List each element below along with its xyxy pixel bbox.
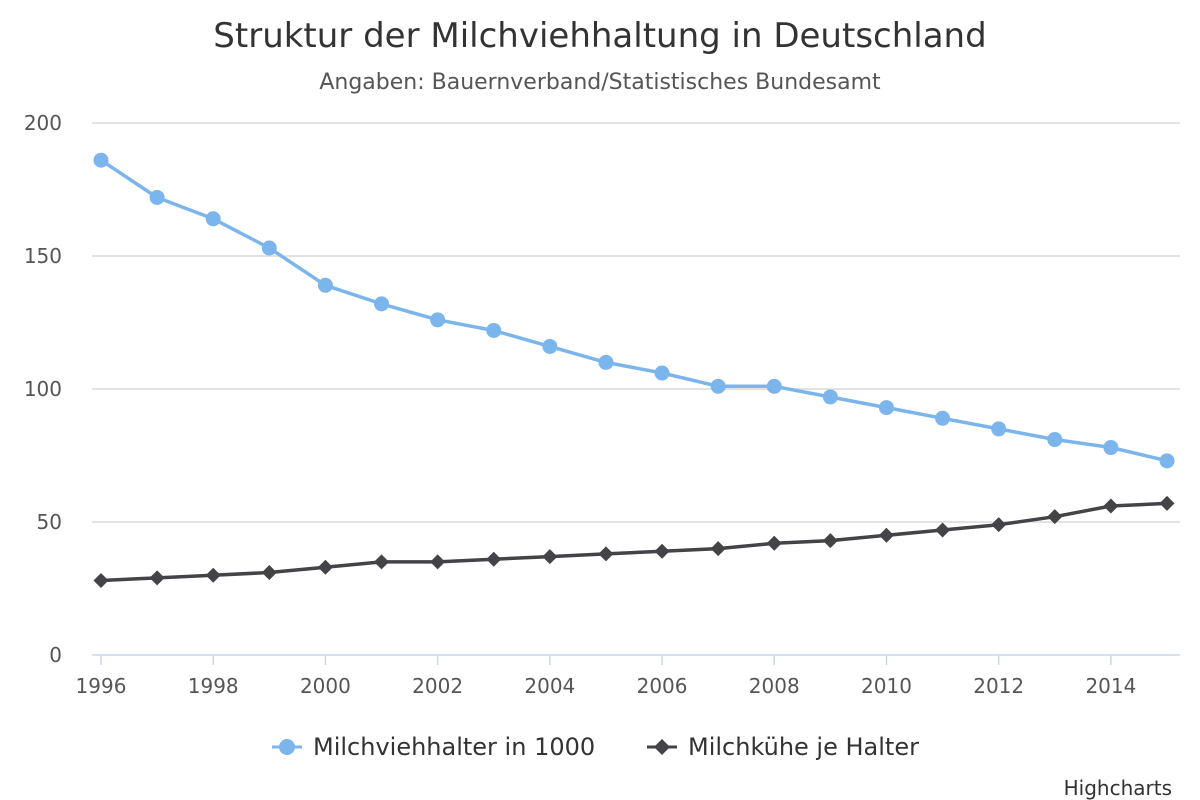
x-tick-label: 2006 bbox=[637, 674, 688, 698]
data-point[interactable] bbox=[93, 152, 109, 168]
legend-label-milchviehhalter: Milchviehhalter in 1000 bbox=[313, 733, 595, 761]
data-point[interactable] bbox=[205, 211, 221, 227]
data-point[interactable] bbox=[935, 410, 951, 426]
credits-link[interactable]: Highcharts bbox=[1064, 776, 1172, 800]
data-point[interactable] bbox=[317, 277, 333, 293]
data-point[interactable] bbox=[1103, 498, 1119, 514]
data-point[interactable] bbox=[261, 565, 277, 581]
data-point[interactable] bbox=[1047, 432, 1063, 448]
y-tick-label: 150 bbox=[24, 244, 62, 268]
data-point[interactable] bbox=[935, 522, 951, 538]
series-line-1 bbox=[99, 501, 1169, 583]
data-point[interactable] bbox=[991, 517, 1007, 533]
data-point[interactable] bbox=[149, 570, 165, 586]
legend-item-milchviehhalter[interactable]: Milchviehhalter in 1000 bbox=[272, 733, 595, 761]
series-line-0 bbox=[99, 158, 1169, 463]
legend-marker-milchkuehe bbox=[654, 739, 670, 755]
data-point[interactable] bbox=[205, 567, 221, 583]
data-point[interactable] bbox=[486, 551, 502, 567]
data-point[interactable] bbox=[430, 312, 446, 328]
data-point[interactable] bbox=[991, 421, 1007, 437]
data-point[interactable] bbox=[822, 533, 838, 549]
legend: Milchviehhalter in 1000 Milchkühe je Hal… bbox=[272, 733, 919, 761]
data-point[interactable] bbox=[710, 378, 726, 394]
data-point[interactable] bbox=[149, 189, 165, 205]
data-point[interactable] bbox=[93, 573, 109, 589]
data-point[interactable] bbox=[1047, 509, 1063, 525]
legend-label-milchkuehe: Milchkühe je Halter bbox=[688, 733, 919, 761]
data-point[interactable] bbox=[878, 527, 894, 543]
x-tick-label: 1998 bbox=[188, 674, 239, 698]
data-point[interactable] bbox=[1159, 495, 1175, 511]
data-point[interactable] bbox=[317, 559, 333, 575]
data-point[interactable] bbox=[766, 535, 782, 551]
data-point[interactable] bbox=[710, 541, 726, 557]
data-point[interactable] bbox=[1103, 440, 1119, 456]
x-tick-label: 2008 bbox=[749, 674, 800, 698]
data-point[interactable] bbox=[542, 549, 558, 565]
legend-item-milchkuehe[interactable]: Milchkühe je Halter bbox=[647, 733, 919, 761]
x-axis: 1996 1998 2000 2002 2004 2006 2008 2010 2012 2014 bbox=[76, 654, 1180, 698]
y-tick-label: 0 bbox=[49, 643, 62, 667]
x-tick-label: 2014 bbox=[1085, 674, 1136, 698]
x-tick-label: 2012 bbox=[973, 674, 1024, 698]
data-point[interactable] bbox=[542, 338, 558, 354]
data-point[interactable] bbox=[878, 400, 894, 416]
chart-title: Struktur der Milchviehhaltung in Deutsch… bbox=[213, 16, 986, 56]
data-point[interactable] bbox=[598, 546, 614, 562]
data-point[interactable] bbox=[822, 389, 838, 405]
data-point[interactable] bbox=[654, 365, 670, 381]
data-point[interactable] bbox=[598, 354, 614, 370]
data-point[interactable] bbox=[1159, 453, 1175, 469]
data-point[interactable] bbox=[430, 554, 446, 570]
y-tick-label: 100 bbox=[24, 377, 62, 401]
legend-marker-milchviehhalter bbox=[279, 739, 295, 755]
data-point[interactable] bbox=[261, 240, 277, 256]
x-tick-label: 2004 bbox=[524, 674, 575, 698]
plot-area bbox=[93, 152, 1175, 589]
grid: 0 50 100 150 200 bbox=[24, 111, 1180, 667]
y-tick-label: 200 bbox=[24, 111, 62, 135]
data-point[interactable] bbox=[374, 296, 390, 312]
x-tick-label: 1996 bbox=[76, 674, 127, 698]
x-tick-label: 2000 bbox=[300, 674, 351, 698]
data-point[interactable] bbox=[486, 322, 502, 338]
y-tick-label: 50 bbox=[37, 510, 62, 534]
data-point[interactable] bbox=[766, 378, 782, 394]
data-point[interactable] bbox=[374, 554, 390, 570]
x-tick-label: 2002 bbox=[412, 674, 463, 698]
x-tick-label: 2010 bbox=[861, 674, 912, 698]
data-point[interactable] bbox=[654, 543, 670, 559]
chart-subtitle: Angaben: Bauernverband/Statistisches Bun… bbox=[319, 70, 881, 95]
